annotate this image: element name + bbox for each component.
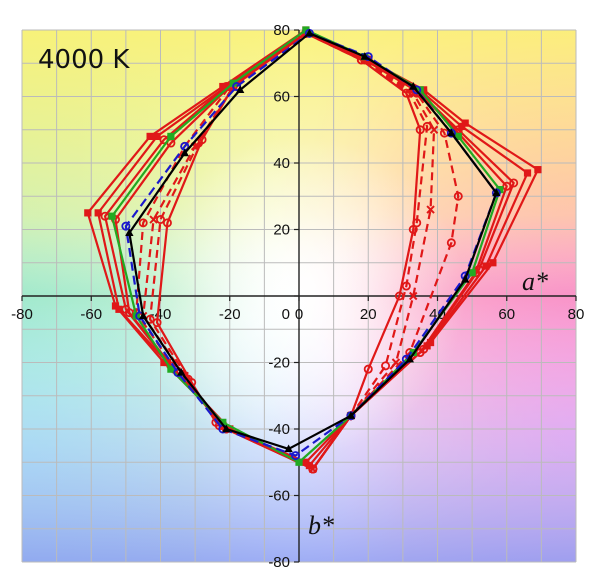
data-point [149,215,158,224]
data-point [305,28,314,37]
data-point [409,291,418,301]
data-point [138,218,148,228]
y-tick-label: -40 [268,421,290,438]
data-point [138,311,148,320]
data-point [346,411,356,419]
data-point [167,365,175,373]
y-tick-label: 0 [282,306,290,323]
data-point [446,238,456,248]
data-point [180,148,189,157]
data-point [492,188,501,197]
data-point [235,85,245,94]
data-point [94,209,102,217]
data-point [155,215,165,225]
y-axis-label: b* [308,511,334,540]
data-point [426,338,435,347]
data-point [468,269,476,277]
data-point [381,361,391,371]
data-point [461,119,469,127]
y-tick-label: -20 [268,355,290,372]
y-tick-label: 60 [273,89,290,106]
series-line [86,29,540,464]
data-point [111,302,120,310]
data-point [194,138,204,148]
data-point [523,169,532,177]
data-point [219,418,227,426]
data-point [454,132,462,140]
data-point [482,262,490,270]
data-point [219,82,227,91]
y-tick-label: -80 [268,554,290,571]
axes [21,29,577,563]
data-point [229,79,237,87]
data-point [284,444,293,453]
data-point [401,281,411,291]
data-point [162,218,172,228]
data-series [84,26,542,474]
series-line [142,32,436,470]
y-tick-label: 80 [273,22,290,39]
x-tick-label: -80 [11,306,33,323]
data-point [453,191,463,201]
data-point [489,259,497,267]
data-point [534,166,542,174]
y-tick-label: 20 [273,222,290,239]
data-point [108,212,116,220]
x-tick-label: -60 [80,306,102,323]
data-point [125,228,134,237]
series-line [128,32,498,451]
x-tick-label: 80 [568,306,585,323]
y-tick-label: -60 [268,488,290,505]
data-point [295,458,303,466]
data-point [84,209,92,217]
x-tick-label: 60 [498,306,515,323]
x-tick-label: 0 [295,306,303,323]
data-point [412,218,422,228]
data-point [121,221,131,231]
data-point [146,132,154,140]
data-point [496,186,504,194]
x-tick-label: 20 [360,306,377,323]
series-line [110,28,501,464]
x-tick-label: -20 [219,306,241,323]
series-line [97,32,529,467]
data-point [360,52,369,60]
tick-labels: -80 -60 -40 -20 0 20 40 60 8080604020-20-40-60-8… [11,22,584,571]
data-point [302,26,310,34]
y-tick-label: 40 [273,155,290,172]
data-point [405,354,414,363]
chart-title: 4000 K [38,45,130,75]
data-point [412,85,422,95]
data-point [291,451,301,461]
data-point [408,224,418,234]
data-point [167,132,175,140]
data-point [461,274,470,283]
data-point [363,364,373,374]
data-point [429,125,439,134]
data-point [509,178,519,188]
data-point [409,82,418,90]
data-point [447,128,456,137]
data-point [153,132,161,140]
data-point [426,205,435,214]
series-reference [125,28,501,453]
data-point [160,358,168,367]
data-point [177,367,186,376]
data-point [302,458,310,466]
data-point [415,125,425,135]
data-point [222,424,231,433]
data-point [152,318,162,328]
x-axis-label: a* [522,267,548,296]
